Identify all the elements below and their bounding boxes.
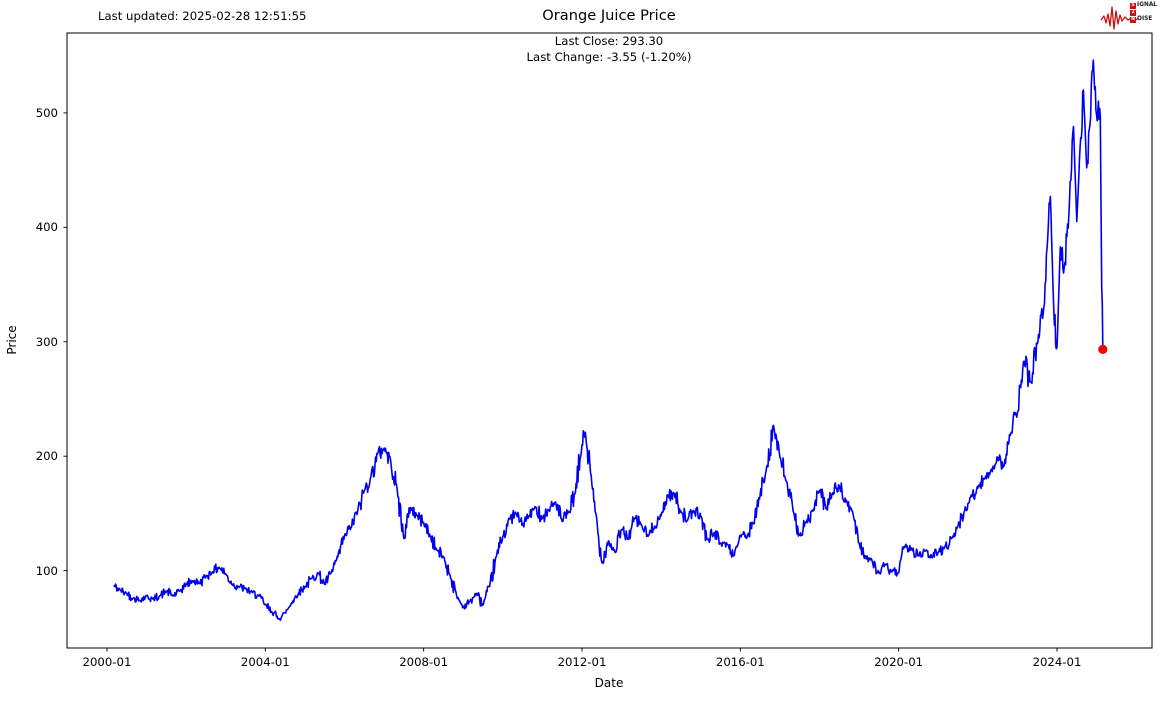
signal2noise-logo: S IGNAL 2 N OISE xyxy=(1100,1,1158,33)
y-tick-label: 300 xyxy=(35,334,58,349)
logo-badge-2: 2 xyxy=(1130,9,1137,16)
chart-title: Orange Juice Price xyxy=(542,7,676,24)
logo-text: S IGNAL 2 N OISE xyxy=(1130,2,1157,23)
last-change-text: Last Change: -3.55 (-1.20%) xyxy=(526,50,692,64)
last-close-text: Last Close: 293.30 xyxy=(554,34,664,48)
y-axis-label: Price xyxy=(5,325,19,355)
logo-badge-n: N xyxy=(1130,16,1137,23)
x-axis-label: Date xyxy=(594,676,624,690)
x-tick-label: 2012-01 xyxy=(557,655,607,669)
logo-rest-oise: OISE xyxy=(1137,16,1153,22)
x-tick-label: 2000-01 xyxy=(82,655,132,669)
x-tick-label: 2024-01 xyxy=(1032,655,1082,669)
x-tick-label: 2004-01 xyxy=(240,655,290,669)
x-tick-label: 2020-01 xyxy=(874,655,924,669)
logo-line-2: 2 xyxy=(1130,9,1157,16)
ecg-waveform-icon xyxy=(1100,6,1139,30)
y-tick-label: 500 xyxy=(35,105,58,120)
logo-badge-s: S xyxy=(1130,2,1137,9)
y-tick-label: 200 xyxy=(35,449,58,464)
y-tick-label: 400 xyxy=(35,220,58,235)
logo-line-signal: S IGNAL xyxy=(1130,2,1157,9)
logo-line-noise: N OISE xyxy=(1130,16,1157,23)
y-tick-label: 100 xyxy=(35,563,58,578)
x-tick-label: 2008-01 xyxy=(399,655,449,669)
last-updated-text: Last updated: 2025-02-28 12:51:55 xyxy=(98,9,307,23)
last-price-marker xyxy=(1098,344,1108,354)
x-tick-label: 2016-01 xyxy=(715,655,765,669)
logo-rest-ignal: IGNAL xyxy=(1137,2,1157,8)
price-line xyxy=(113,59,1104,621)
